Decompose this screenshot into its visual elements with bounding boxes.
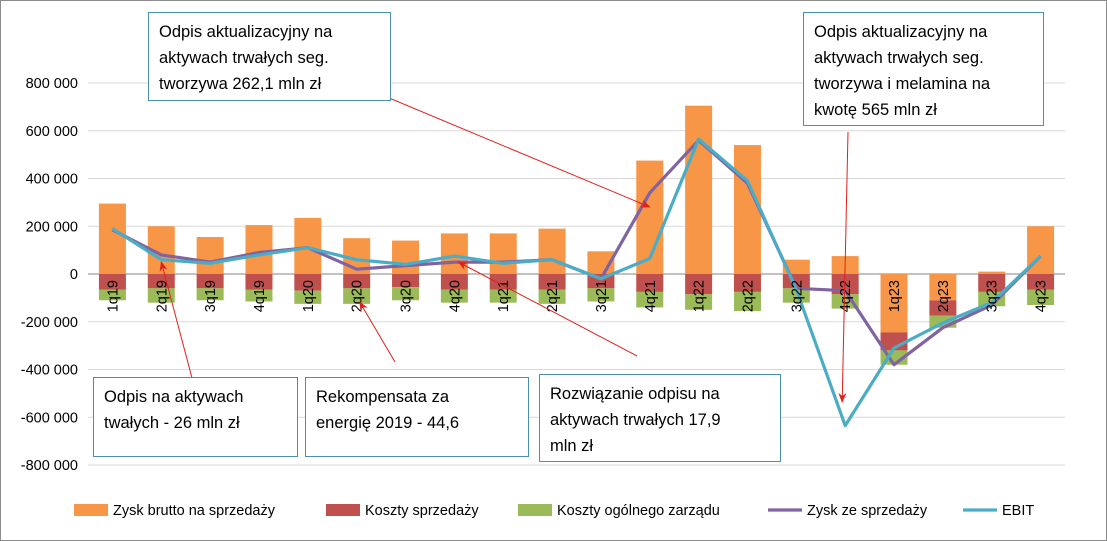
bar-gross-profit-2q23 — [929, 274, 957, 301]
y-axis-labels: -800 000 -600 000 -400 000 -200 000 0 200 000… — [21, 76, 78, 474]
bar-gross-profit-1q22 — [685, 105, 713, 275]
bar-gross-profit-3q23 — [978, 271, 1006, 274]
x-tick-label: 3q19 — [203, 280, 219, 312]
bar-selling-costs-4q23 — [1027, 274, 1055, 290]
bar-gross-profit-3q20 — [392, 240, 420, 274]
legend-label: Koszty ogólnego zarządu — [557, 503, 720, 519]
bar-gross-profit-2q22 — [733, 145, 761, 274]
bar-admin-costs-3q19 — [196, 288, 224, 301]
bar-admin-costs-3q22 — [782, 288, 810, 303]
bar-gross-profit-3q19 — [196, 236, 224, 274]
bars — [98, 105, 1055, 365]
bar-selling-costs-2q22 — [733, 274, 761, 292]
x-tick-label: 2q19 — [154, 280, 170, 312]
x-tick-label: 4q23 — [1034, 280, 1050, 312]
y-tick-label: -600 000 — [21, 410, 78, 426]
y-tick-label: 200 000 — [26, 219, 78, 235]
x-tick-label: 3q22 — [789, 280, 805, 312]
x-tick-label: 4q20 — [447, 280, 463, 312]
bar-gross-profit-1q23 — [880, 274, 908, 333]
bar-admin-costs-1q19 — [98, 289, 126, 301]
annotation-arrow — [159, 261, 193, 379]
annotation-arrows — [159, 89, 849, 403]
annotation-2: Odpis aktualizacyjny na aktywach trwałyc… — [803, 12, 1044, 126]
legend: Zysk brutto na sprzedaży Koszty sprzedaży… — [74, 503, 1034, 519]
y-tick-label: -200 000 — [21, 315, 78, 331]
bar-selling-costs-4q21 — [636, 274, 664, 292]
annotation-3: Odpis na aktywach twałych - 26 mln zł — [93, 377, 298, 457]
y-tick-label: 600 000 — [26, 124, 78, 140]
annotation-4: Rekompensata za energię 2019 - 44,6 — [305, 377, 529, 457]
bar-gross-profit-1q20 — [294, 217, 322, 274]
bar-admin-costs-1q20 — [294, 290, 322, 304]
bar-selling-costs-1q22 — [685, 274, 713, 295]
legend-label: Zysk ze sprzedaży — [807, 503, 928, 519]
bar-admin-costs-4q20 — [440, 289, 468, 303]
bar-gross-profit-4q19 — [245, 225, 273, 274]
legend-swatch — [518, 504, 552, 516]
legend-swatch — [326, 504, 360, 516]
bar-gross-profit-4q20 — [440, 233, 468, 274]
bar-selling-costs-1q19 — [98, 274, 126, 290]
annotation-arrow — [838, 131, 849, 403]
annotation-1: Odpis aktualizacyjny na aktywach trwałyc… — [148, 12, 391, 101]
bar-gross-profit-2q21 — [538, 228, 566, 274]
x-tick-label: 2q22 — [740, 280, 756, 312]
legend-swatch — [74, 504, 108, 516]
legend-label: Zysk brutto na sprzedaży — [113, 503, 276, 519]
x-tick-label: 2q21 — [545, 280, 561, 312]
bar-selling-costs-3q20 — [392, 274, 420, 288]
x-tick-label: 3q20 — [399, 280, 415, 312]
bar-admin-costs-4q22 — [831, 294, 859, 309]
bar-admin-costs-2q22 — [733, 291, 761, 312]
annotation-arrow — [359, 301, 396, 363]
bar-admin-costs-3q21 — [587, 288, 615, 302]
y-tick-label: 400 000 — [26, 172, 78, 188]
bar-selling-costs-3q19 — [196, 274, 224, 289]
annotation-5: Rozwiązanie odpisu na aktywach trwałych … — [539, 374, 781, 462]
y-tick-label: -800 000 — [21, 458, 78, 474]
y-tick-label: 800 000 — [26, 76, 78, 92]
annotation-arrow — [369, 89, 651, 208]
bar-admin-costs-2q20 — [343, 288, 371, 304]
x-tick-label: 3q21 — [594, 280, 610, 312]
bar-admin-costs-2q19 — [147, 288, 175, 303]
bar-selling-costs-4q20 — [440, 274, 468, 290]
bar-selling-costs-2q21 — [538, 274, 566, 290]
bar-admin-costs-1q21 — [489, 289, 517, 303]
y-tick-label: 0 — [70, 267, 78, 283]
legend-label: EBIT — [1002, 503, 1034, 519]
bar-selling-costs-1q21 — [489, 274, 517, 290]
line-ebit — [111, 137, 1042, 428]
bar-admin-costs-4q19 — [245, 289, 273, 302]
bar-selling-costs-2q23 — [929, 300, 957, 316]
bar-selling-costs-3q23 — [978, 274, 1006, 292]
x-tick-label: 1q23 — [887, 280, 903, 312]
x-tick-label: 1q21 — [496, 280, 512, 312]
bar-admin-costs-1q22 — [685, 294, 713, 310]
bar-gross-profit-1q21 — [489, 233, 517, 274]
bar-admin-costs-4q23 — [1027, 289, 1055, 306]
bar-admin-costs-2q21 — [538, 289, 566, 304]
bar-selling-costs-2q20 — [343, 274, 371, 289]
bar-selling-costs-1q20 — [294, 274, 322, 291]
x-tick-label: 2q23 — [936, 280, 952, 312]
y-tick-label: -400 000 — [21, 363, 78, 379]
annotation-arrow — [457, 261, 638, 357]
x-axis-labels: 1q19 2q19 3q19 4q19 1q20 2q20 3q20 4q20 1q21 2q21… — [105, 280, 1049, 312]
legend-label: Koszty sprzedaży — [365, 503, 479, 519]
bar-selling-costs-2q19 — [147, 274, 175, 289]
bar-gross-profit-1q19 — [98, 203, 126, 274]
x-tick-label: 1q19 — [105, 280, 121, 312]
bar-admin-costs-3q20 — [392, 287, 420, 301]
x-tick-label: 4q19 — [252, 280, 268, 312]
x-tick-label: 1q20 — [301, 280, 317, 312]
lines — [111, 137, 1042, 428]
x-tick-label: 3q23 — [985, 280, 1001, 312]
bar-selling-costs-4q19 — [245, 274, 273, 290]
bar-admin-costs-4q21 — [636, 291, 664, 308]
x-tick-label: 4q21 — [643, 280, 659, 312]
x-tick-label: 1q22 — [692, 280, 708, 312]
x-tick-label: 4q22 — [838, 280, 854, 312]
